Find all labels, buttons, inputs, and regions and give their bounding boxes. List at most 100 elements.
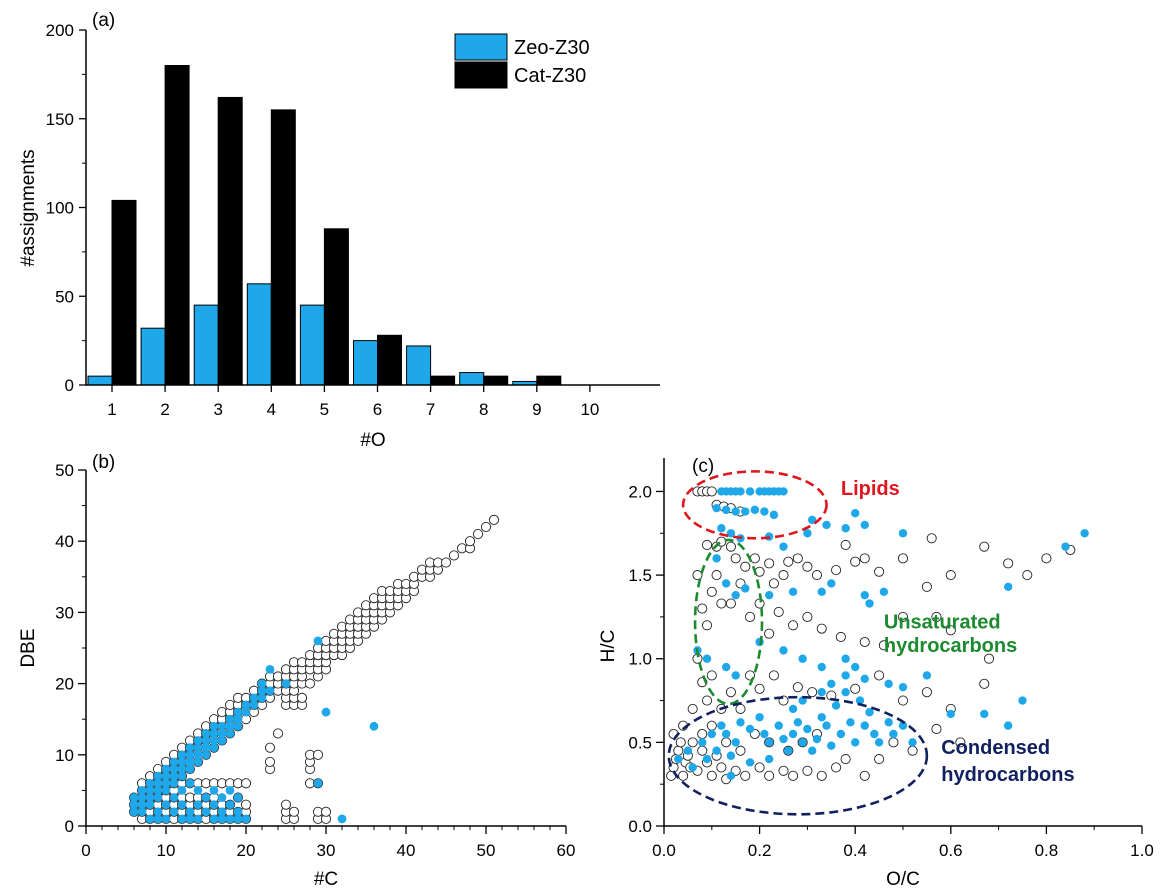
open-point [754,762,765,773]
y-tick-label: 150 [46,110,74,129]
filled-point [225,721,235,731]
filled-point [827,679,836,689]
filled-point [726,529,736,538]
filled-point [193,757,203,767]
filled-point [185,807,195,817]
annotation-lipids: Lipids [841,478,900,500]
filled-point [712,746,721,755]
filled-point [688,763,697,772]
x-tick-label: 40 [397,841,416,860]
open-point [320,806,332,817]
filled-point [313,636,323,646]
y-axis-title: H/C [598,630,619,663]
open-point [472,529,484,540]
open-point [272,728,284,739]
filled-point [313,778,323,788]
x-tick-label: 20 [237,841,256,860]
y-tick-label: 2.0 [628,482,652,501]
open-point [859,636,870,648]
x-tick-label: 2 [160,400,169,419]
filled-point [721,579,731,588]
filled-point [721,505,731,515]
open-point [778,765,789,776]
filled-point [137,807,147,817]
filled-point [233,721,243,731]
open-point [725,687,736,698]
open-point [706,486,717,497]
filled-point [1003,582,1013,591]
filled-point [798,654,807,663]
filled-point [1003,721,1013,730]
filled-point [908,738,917,747]
open-point [735,745,746,756]
open-point [835,631,846,643]
filled-point [169,764,179,774]
open-point [725,541,736,552]
x-tick-label: 1.0 [1130,841,1154,860]
open-point [955,737,966,748]
open-point [897,553,909,564]
open-point [312,749,324,760]
bar-zeo [459,372,485,386]
filled-point [922,671,932,680]
filled-point [225,800,235,810]
filled-point [265,686,275,696]
filled-point [798,738,807,747]
open-point [754,683,765,694]
filled-point [225,786,235,795]
open-point [874,566,885,577]
filled-point [726,771,736,781]
open-point [440,557,452,568]
filled-point [827,741,836,750]
y-axis-title: DBE [18,628,39,667]
filled-point [217,721,227,731]
filled-point [169,771,179,781]
open-point [701,539,713,551]
filled-point [779,734,788,744]
filled-point [865,708,874,717]
filled-point [233,807,243,817]
filled-point [784,746,793,755]
bar-zeo [406,345,432,386]
filled-point [233,714,243,724]
filled-point [145,786,155,795]
filled-point [889,729,898,739]
open-point [802,765,813,776]
y-axis-title: #assignments [18,149,39,266]
filled-point [793,718,803,727]
filled-point [884,679,893,689]
open-point [280,799,292,810]
filled-point [137,793,147,802]
annotation-condensed-1: Condensed [941,737,1050,759]
open-point [701,620,713,631]
filled-point [812,734,822,744]
open-point [1041,553,1052,564]
legend-label-zeo: Zeo-Z30 [514,37,590,59]
annotation-condensed-2: hydrocarbons [941,764,1074,786]
filled-point [217,793,227,802]
legend-label-cat: Cat-Z30 [514,65,586,87]
open-point [673,745,684,756]
bar-cat [323,228,349,386]
open-point [764,770,775,781]
y-tick-label: 40 [55,532,74,551]
condensed-region [667,695,929,816]
open-point [945,570,956,581]
y-tick-label: 50 [55,461,74,480]
filled-point [209,800,219,810]
filled-point [153,786,163,795]
filled-point [745,487,755,496]
open-point [831,565,842,576]
filled-point [185,764,195,774]
open-point [706,770,717,781]
filled-point [702,754,712,764]
filled-point [855,696,865,705]
open-point [730,553,741,564]
open-point [816,623,827,634]
filled-point [129,793,139,802]
open-point [840,754,851,765]
filled-point [822,520,831,530]
filled-point [1018,696,1027,705]
filled-point [741,584,750,593]
